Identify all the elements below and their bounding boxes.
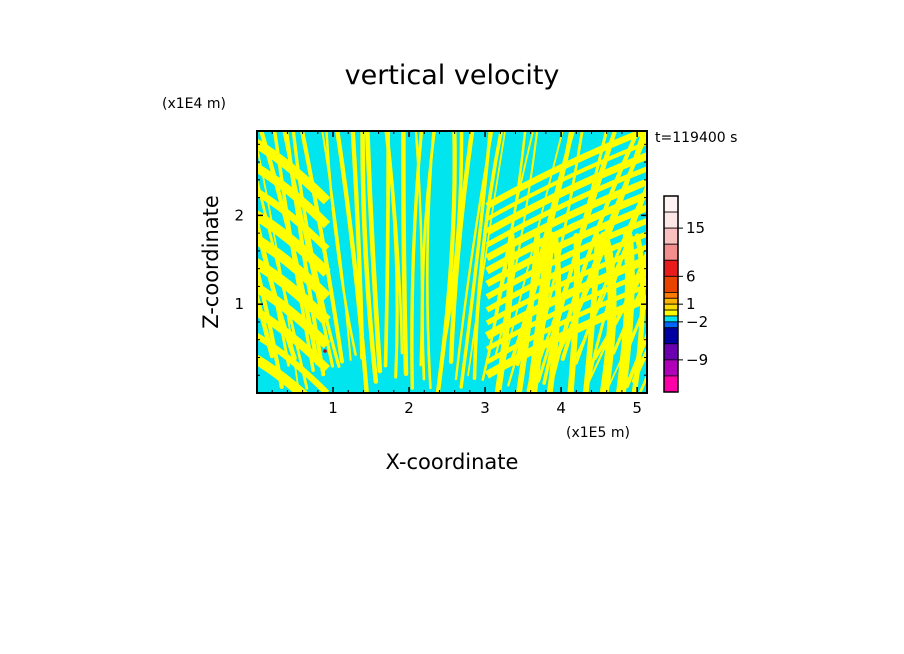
velocity-stripe [485,230,647,313]
colorbar-segment [663,227,679,245]
colorbar-frame [663,195,679,393]
colorbar-segment [663,321,679,329]
velocity-peak [323,349,327,353]
velocity-stripe [257,162,331,229]
colorbar-segment [663,275,679,293]
colorbar-segment [663,259,679,277]
y-tick-label: 2 [234,206,244,224]
velocity-stripe [485,294,647,379]
velocity-band [282,131,335,368]
x-tick-label: 1 [328,399,338,417]
velocity-band [472,131,504,381]
velocity-band [448,131,475,364]
velocity-stripe [485,217,647,300]
velocity-stripe [257,307,330,372]
velocity-band [291,131,341,368]
chart-title: vertical velocity [345,60,560,91]
y-axis-label: Z-coordinate [199,195,223,329]
velocity-stripe [485,152,647,236]
colorbar-segment [663,359,679,377]
velocity-stripe [257,257,331,325]
velocity-stripe [257,209,331,277]
x-axis: 1 2 3 4 5 [271,131,642,417]
velocity-stripe [486,140,647,221]
velocity-stripe [485,131,647,209]
y-tick-label: 1 [234,295,244,313]
velocity-band [321,131,352,361]
velocity-stripe [257,234,331,301]
velocity-band [425,131,435,390]
velocity-stripe [257,282,331,349]
colorbar-segment [663,343,679,361]
velocity-stripe [485,204,647,287]
velocity-stripe [257,187,330,252]
velocity-stripe [257,332,330,393]
plot-frame [256,130,648,394]
velocity-band [325,131,357,356]
colorbar-label: 6 [686,267,696,285]
colorbar-segment [663,303,679,311]
velocity-band [631,346,647,384]
colorbar-segment [663,309,679,317]
velocity-band [335,131,369,393]
velocity-band [619,297,647,368]
velocity-lobe [582,233,601,393]
velocity-stripe [485,283,647,365]
velocity-band [585,181,647,389]
y-axis: 12 [234,143,647,376]
velocity-band [401,131,409,377]
velocity-stripe [485,178,647,262]
velocity-stripe [257,138,331,205]
velocity-band [515,131,575,367]
colorbar-segment [663,195,679,213]
velocity-band [257,288,275,359]
plot-area [257,131,647,393]
velocity-band [257,260,284,390]
colorbar-label: −9 [686,351,708,369]
velocity-stripe [485,255,647,340]
colorbar-segment [663,315,679,323]
velocity-stripe [485,270,647,352]
colorbar-label: −2 [686,313,708,331]
velocity-lobe [516,233,541,393]
x-tick-label: 3 [480,399,490,417]
velocity-band [386,131,404,355]
x-tick-label: 2 [404,399,414,417]
velocity-stripe [485,166,647,248]
positive-velocity-bands [257,131,647,393]
colorbar-segment [663,327,679,345]
x-tick-label: 5 [632,399,642,417]
colorbar-segment [663,211,679,229]
velocity-band [435,131,457,393]
colorbar: 15 6 1−2 −9 [663,195,708,393]
colorbar-segment [663,291,679,299]
x-axis-unit: (x1E5 m) [566,425,630,441]
x-tick-label: 4 [556,399,566,417]
velocity-stripe [485,191,647,275]
velocity-band [467,131,506,377]
time-label: t=119400 s [655,130,737,146]
y-axis-unit: (x1E4 m) [162,96,226,112]
velocity-stripe [485,244,647,326]
colorbar-label: 15 [686,219,705,237]
velocity-band [360,131,379,384]
x-axis-label: X-coordinate [386,450,519,474]
colorbar-label: 1 [686,295,696,313]
colorbar-segment [663,375,679,393]
velocity-lobe [494,232,515,393]
velocity-band [364,131,383,374]
colorbar-segment [663,243,679,261]
velocity-stripe [257,354,309,393]
velocity-band [459,131,492,389]
velocity-band [410,131,424,390]
colorbar-segment [663,297,679,305]
